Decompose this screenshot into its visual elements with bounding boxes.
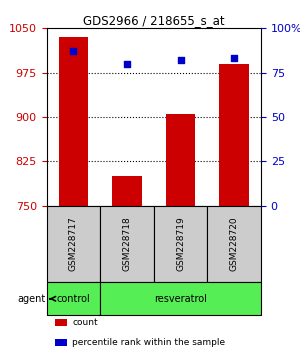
- Bar: [55, 339, 67, 346]
- Bar: [46, 206, 100, 282]
- Text: control: control: [56, 294, 90, 304]
- Text: GSM228719: GSM228719: [176, 217, 185, 272]
- Text: GSM228720: GSM228720: [230, 217, 239, 272]
- Bar: [55, 319, 67, 326]
- Point: [178, 57, 183, 63]
- Bar: [100, 206, 154, 282]
- Bar: [207, 206, 261, 282]
- Point: [124, 61, 129, 67]
- Point: [232, 56, 237, 61]
- Bar: [219, 64, 249, 206]
- Text: percentile rank within the sample: percentile rank within the sample: [72, 338, 225, 347]
- Text: agent: agent: [17, 294, 45, 304]
- Bar: [154, 206, 207, 282]
- Text: count: count: [72, 318, 98, 327]
- Bar: [166, 114, 195, 206]
- Bar: [46, 282, 100, 315]
- Bar: [100, 282, 261, 315]
- Title: GDS2966 / 218655_s_at: GDS2966 / 218655_s_at: [83, 14, 225, 27]
- Text: GSM228718: GSM228718: [122, 217, 131, 272]
- Bar: [112, 176, 142, 206]
- Text: resveratrol: resveratrol: [154, 294, 207, 304]
- Text: GSM228717: GSM228717: [69, 217, 78, 272]
- Point: [71, 48, 76, 54]
- Bar: [58, 37, 88, 206]
